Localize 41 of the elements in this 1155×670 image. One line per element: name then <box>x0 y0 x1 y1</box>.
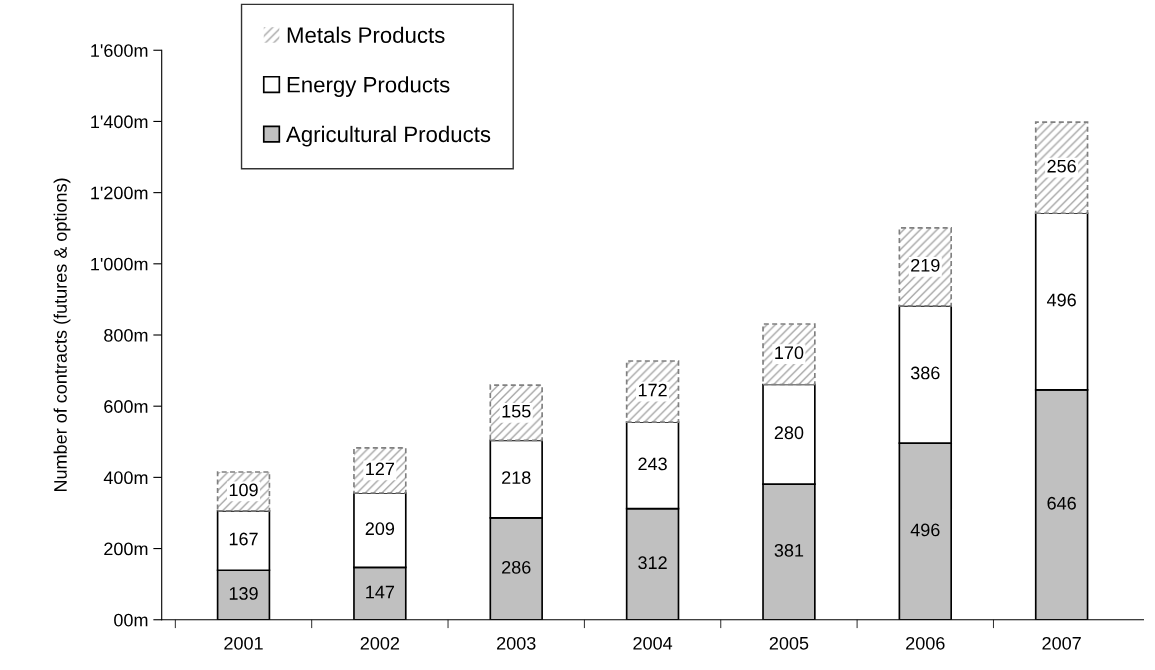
y-tick-label: 1'000m <box>91 257 148 271</box>
data-label: 646 <box>1047 496 1076 510</box>
y-tick-label: 1'400m <box>91 115 148 129</box>
y-tick-label: 1'600m <box>91 44 148 57</box>
data-label: 381 <box>774 544 804 557</box>
x-tick-label: 2004 <box>633 636 673 650</box>
data-label: 109 <box>229 483 258 497</box>
x-tick-label: 2003 <box>497 636 536 650</box>
data-label: 172 <box>638 383 667 397</box>
data-label: 167 <box>229 532 258 546</box>
data-label: 147 <box>366 585 395 599</box>
data-label: 286 <box>502 560 531 574</box>
x-tick-label: 2006 <box>906 636 945 650</box>
data-label: 209 <box>365 522 395 536</box>
y-tick-label: 1'200m <box>91 186 148 200</box>
data-label: 496 <box>910 523 940 537</box>
data-label: 219 <box>911 258 940 272</box>
legend-label: Agricultural Products <box>286 125 491 147</box>
data-label: 155 <box>502 405 531 418</box>
y-tick-label: 600m <box>104 400 148 413</box>
y-tick-label: 00m <box>114 613 148 627</box>
data-label: 218 <box>502 471 531 484</box>
data-label: 256 <box>1047 159 1076 173</box>
data-label: 280 <box>774 426 804 440</box>
legend-label: Metals Products <box>287 26 445 43</box>
y-tick-label: 400m <box>103 471 148 485</box>
y-axis-title: Number of contracts (futures & options) <box>53 178 71 492</box>
x-tick-label: 2005 <box>769 636 809 650</box>
y-tick-label: 800m <box>104 328 148 342</box>
data-label: 312 <box>638 556 667 570</box>
y-tick-label: 200m <box>104 542 148 556</box>
x-tick-label: 2001 <box>224 636 263 650</box>
legend-label: Energy Products <box>287 76 450 97</box>
data-label: 386 <box>910 366 940 380</box>
data-label: 496 <box>1046 293 1076 307</box>
x-tick-label: 2007 <box>1042 636 1081 650</box>
data-label: 139 <box>229 587 258 600</box>
x-tick-label: 2002 <box>360 636 400 650</box>
data-label: 243 <box>638 457 667 471</box>
data-label: 127 <box>366 462 395 476</box>
data-label: 170 <box>775 346 804 360</box>
